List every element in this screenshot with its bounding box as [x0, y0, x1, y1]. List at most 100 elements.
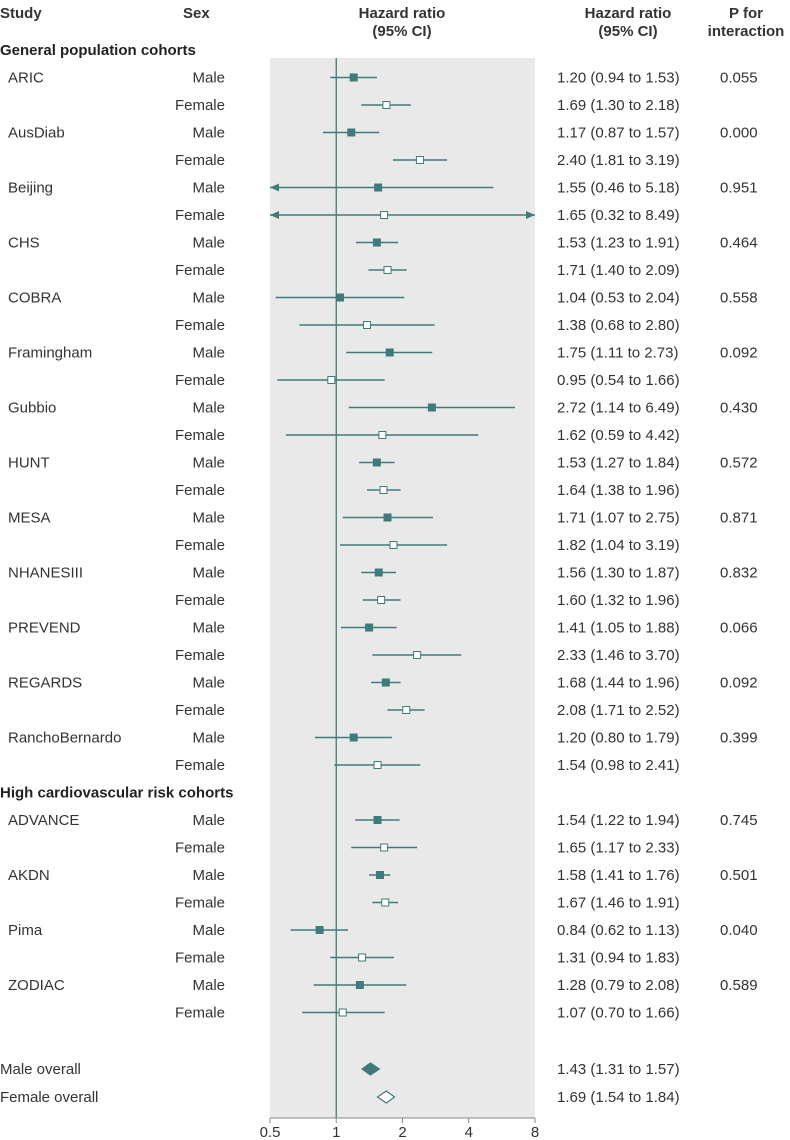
- study-framingham-hr-female: 0.95 (0.54 to 1.66): [557, 372, 680, 389]
- study-ausdiab-male-marker: [347, 128, 356, 137]
- study-advance-male-marker: [373, 816, 382, 824]
- study-gubbio-name: Gubbio: [8, 400, 56, 417]
- study-regards-sex-female: Female: [175, 702, 225, 719]
- study-pima-name: Pima: [8, 922, 43, 939]
- ci-arrow-left: [270, 183, 279, 192]
- study-pima-hr-female: 1.31 (0.94 to 1.83): [557, 950, 680, 967]
- study-zodiac-sex-female: Female: [175, 1005, 225, 1022]
- study-zodiac-female-marker: [338, 1008, 347, 1017]
- study-akdn-male-marker: [375, 871, 384, 879]
- study-prevend-male-marker: [365, 623, 374, 632]
- study-hunt-sex-female: Female: [175, 482, 225, 499]
- study-hunt-hr-male: 1.53 (1.27 to 1.84): [557, 455, 680, 472]
- study-beijing-p-value: 0.951: [720, 180, 758, 197]
- study-ausdiab-hr-male: 1.17 (0.87 to 1.57): [557, 125, 680, 142]
- study-akdn-sex-female: Female: [175, 895, 225, 912]
- study-aric-hr-female: 1.69 (1.30 to 2.18): [557, 97, 680, 114]
- study-ausdiab-hr-female: 2.40 (1.81 to 3.19): [557, 152, 680, 169]
- x-tick-label-8: 8: [531, 1124, 539, 1140]
- header-hr-text-line1: Hazard ratio: [585, 5, 672, 22]
- study-gubbio-male-marker: [427, 403, 436, 412]
- study-hunt-p-value: 0.572: [720, 455, 758, 472]
- study-prevend-hr-female: 2.33 (1.46 to 3.70): [557, 647, 680, 664]
- study-cobra-hr-male: 1.04 (0.53 to 2.04): [557, 290, 680, 307]
- study-mesa-female-marker: [389, 541, 398, 549]
- study-advance-female-marker: [380, 843, 389, 852]
- study-chs-name: CHS: [8, 235, 40, 252]
- ci-arrow-right: [526, 211, 535, 219]
- study-nhanesiii-sex-female: Female: [175, 592, 225, 609]
- study-hunt-sex-male: Male: [192, 455, 225, 472]
- x-tick-label-0-5: 0.5: [260, 1124, 281, 1140]
- study-ausdiab-sex-female: Female: [175, 152, 225, 169]
- study-framingham-name: Framingham: [8, 345, 92, 362]
- study-advance-hr-female: 1.65 (1.17 to 2.33): [557, 840, 680, 857]
- study-hunt-name: HUNT: [8, 455, 50, 472]
- study-zodiac-name: ZODIAC: [8, 977, 65, 994]
- male-overall-diamond: [361, 1062, 381, 1076]
- study-zodiac-p-value: 0.589: [720, 977, 758, 994]
- study-zodiac-male-marker: [355, 981, 364, 989]
- study-regards-sex-male: Male: [192, 675, 225, 692]
- study-chs-hr-male: 1.53 (1.23 to 1.91): [557, 235, 680, 252]
- study-mesa-male-marker: [383, 513, 392, 522]
- study-nhanesiii-hr-male: 1.56 (1.30 to 1.87): [557, 565, 680, 582]
- study-zodiac-hr-female: 1.07 (0.70 to 1.66): [557, 1005, 680, 1022]
- study-ranchobernardo-p-value: 0.399: [720, 730, 758, 747]
- study-ausdiab-female-marker: [415, 156, 424, 164]
- study-ranchobernardo-female-marker: [373, 761, 382, 769]
- study-pima-sex-male: Male: [192, 922, 225, 939]
- study-prevend-sex-female: Female: [175, 647, 225, 664]
- study-mesa-p-value: 0.871: [720, 510, 758, 527]
- study-prevend-female-marker: [413, 651, 422, 659]
- study-chs-sex-male: Male: [192, 235, 225, 252]
- study-beijing-sex-female: Female: [175, 207, 225, 224]
- study-aric-male-marker: [349, 73, 358, 82]
- study-advance-sex-female: Female: [175, 840, 225, 857]
- study-chs-sex-female: Female: [175, 262, 225, 279]
- study-pima-male-marker: [315, 926, 324, 934]
- study-aric-hr-male: 1.20 (0.94 to 1.53): [557, 70, 680, 87]
- study-ranchobernardo-sex-female: Female: [175, 757, 225, 774]
- study-framingham-female-marker: [327, 376, 336, 384]
- x-tick-label-2: 2: [398, 1124, 406, 1140]
- header-study: Study: [0, 5, 42, 22]
- study-advance-name: ADVANCE: [8, 812, 79, 829]
- study-prevend-name: PREVEND: [8, 620, 81, 637]
- study-chs-female-marker: [383, 266, 392, 274]
- study-cobra-name: COBRA: [8, 290, 61, 307]
- study-beijing-hr-female: 1.65 (0.32 to 8.49): [557, 207, 680, 224]
- male-overall-label: Male overall: [0, 1061, 81, 1078]
- study-hunt-hr-female: 1.64 (1.38 to 1.96): [557, 482, 680, 499]
- study-prevend-sex-male: Male: [192, 620, 225, 637]
- section-title-general-population-cohorts: General population cohorts: [0, 42, 196, 59]
- study-pima-p-value: 0.040: [720, 922, 758, 939]
- study-regards-male-marker: [381, 678, 390, 687]
- study-aric-sex-female: Female: [175, 97, 225, 114]
- study-framingham-sex-male: Male: [192, 345, 225, 362]
- study-mesa-sex-male: Male: [192, 510, 225, 527]
- study-ranchobernardo-male-marker: [349, 733, 358, 742]
- study-framingham-sex-female: Female: [175, 372, 225, 389]
- study-nhanesiii-p-value: 0.832: [720, 565, 758, 582]
- study-advance-hr-male: 1.54 (1.22 to 1.94): [557, 812, 680, 829]
- header-hr-plot-line1: Hazard ratio: [359, 5, 446, 22]
- study-regards-hr-female: 2.08 (1.71 to 2.52): [557, 702, 680, 719]
- study-regards-hr-male: 1.68 (1.44 to 1.96): [557, 675, 680, 692]
- study-pima-female-marker: [358, 953, 367, 962]
- study-nhanesiii-hr-female: 1.60 (1.32 to 1.96): [557, 592, 680, 609]
- study-ranchobernardo-sex-male: Male: [192, 730, 225, 747]
- study-ranchobernardo-hr-female: 1.54 (0.98 to 2.41): [557, 757, 680, 774]
- study-mesa-name: MESA: [8, 510, 51, 527]
- study-framingham-p-value: 0.092: [720, 345, 758, 362]
- header-hr-plot-line2: (95% CI): [372, 23, 431, 40]
- study-cobra-sex-female: Female: [175, 317, 225, 334]
- study-mesa-hr-female: 1.82 (1.04 to 3.19): [557, 537, 680, 554]
- study-pima-hr-male: 0.84 (0.62 to 1.13): [557, 922, 680, 939]
- study-cobra-sex-male: Male: [192, 290, 225, 307]
- study-zodiac-hr-male: 1.28 (0.79 to 2.08): [557, 977, 680, 994]
- study-hunt-male-marker: [372, 458, 381, 467]
- study-regards-name: REGARDS: [8, 675, 82, 692]
- study-aric-name: ARIC: [8, 70, 44, 87]
